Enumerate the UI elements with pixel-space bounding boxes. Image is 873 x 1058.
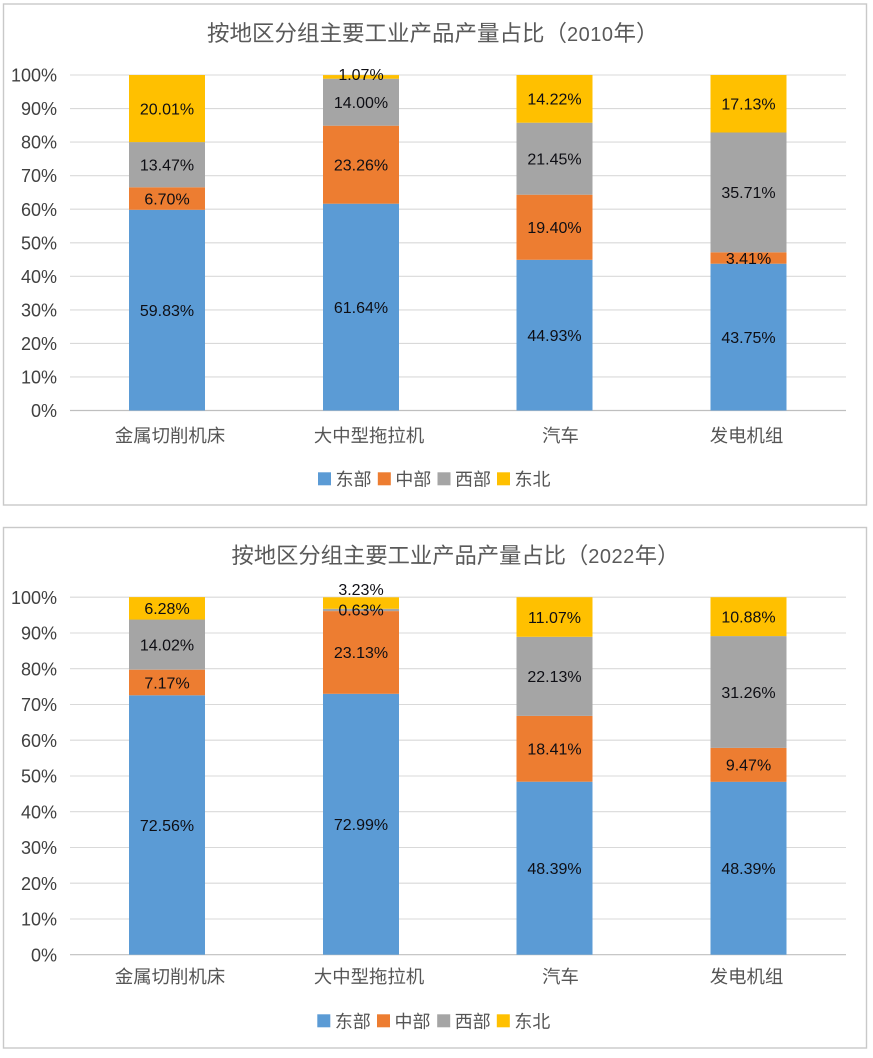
svg-text:10.88%: 10.88% (721, 609, 775, 626)
svg-text:40%: 40% (21, 802, 57, 822)
svg-text:72.99%: 72.99% (334, 817, 388, 834)
svg-text:0.63%: 0.63% (338, 603, 383, 620)
svg-text:80%: 80% (21, 659, 57, 679)
svg-text:31.26%: 31.26% (721, 685, 775, 702)
svg-text:20%: 20% (21, 334, 57, 354)
svg-text:9.47%: 9.47% (726, 758, 771, 775)
svg-text:60%: 60% (21, 200, 57, 220)
svg-text:14.02%: 14.02% (140, 637, 194, 654)
svg-text:0%: 0% (31, 401, 57, 421)
svg-text:2010: 2010 (567, 24, 614, 46)
svg-text:6.28%: 6.28% (144, 601, 189, 618)
svg-text:14.22%: 14.22% (527, 92, 581, 109)
svg-text:3.41%: 3.41% (726, 251, 771, 268)
svg-text:23.13%: 23.13% (334, 645, 388, 662)
svg-text:59.83%: 59.83% (140, 303, 194, 320)
svg-text:6.70%: 6.70% (144, 191, 189, 208)
svg-text:40%: 40% (21, 267, 57, 287)
svg-text:1.07%: 1.07% (338, 67, 383, 84)
svg-text:20.01%: 20.01% (140, 101, 194, 118)
svg-text:20%: 20% (21, 874, 57, 894)
svg-text:100%: 100% (11, 66, 57, 86)
svg-text:70%: 70% (21, 695, 57, 715)
svg-text:7.17%: 7.17% (144, 675, 189, 692)
svg-text:2022: 2022 (588, 546, 635, 568)
svg-text:10%: 10% (21, 910, 57, 930)
svg-text:17.13%: 17.13% (721, 97, 775, 114)
svg-text:35.71%: 35.71% (721, 185, 775, 202)
svg-text:70%: 70% (21, 166, 57, 186)
svg-text:0%: 0% (31, 945, 57, 965)
svg-text:19.40%: 19.40% (527, 220, 581, 237)
svg-text:50%: 50% (21, 767, 57, 787)
svg-text:50%: 50% (21, 233, 57, 253)
svg-text:90%: 90% (21, 99, 57, 119)
svg-text:30%: 30% (21, 838, 57, 858)
svg-text:23.26%: 23.26% (334, 158, 388, 175)
svg-text:10%: 10% (21, 368, 57, 388)
svg-text:14.00%: 14.00% (334, 95, 388, 112)
svg-text:21.45%: 21.45% (527, 152, 581, 169)
svg-text:60%: 60% (21, 731, 57, 751)
svg-text:80%: 80% (21, 133, 57, 153)
svg-text:18.41%: 18.41% (527, 742, 581, 759)
svg-text:3.23%: 3.23% (338, 582, 383, 599)
svg-text:30%: 30% (21, 301, 57, 321)
svg-text:48.39%: 48.39% (527, 861, 581, 878)
svg-text:61.64%: 61.64% (334, 300, 388, 317)
svg-text:43.75%: 43.75% (721, 330, 775, 347)
svg-text:44.93%: 44.93% (527, 328, 581, 345)
svg-text:100%: 100% (11, 588, 57, 608)
svg-text:90%: 90% (21, 624, 57, 644)
svg-text:11.07%: 11.07% (528, 610, 581, 627)
svg-text:72.56%: 72.56% (140, 818, 194, 835)
svg-text:48.39%: 48.39% (721, 861, 775, 878)
svg-text:22.13%: 22.13% (527, 669, 581, 686)
svg-text:13.47%: 13.47% (140, 158, 194, 175)
